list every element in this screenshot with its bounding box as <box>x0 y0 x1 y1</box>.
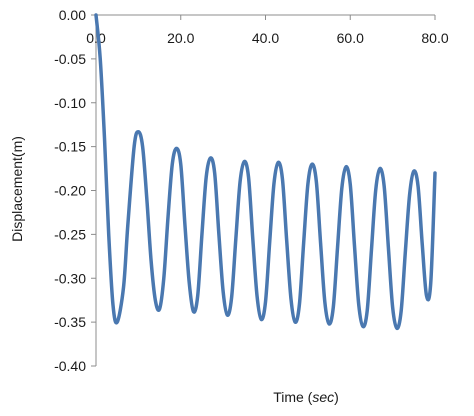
y-tick-label: -0.20 <box>54 183 86 199</box>
series-group <box>94 13 437 331</box>
x-tick-label: 20.0 <box>167 30 194 46</box>
y-tick-label: -0.15 <box>54 139 86 155</box>
x-ticks: 0.0 20.0 40.0 60.0 80.0 <box>86 15 449 46</box>
y-tick-label: -0.10 <box>54 95 86 111</box>
x-axis-title-unit: sec <box>312 389 334 405</box>
x-axis-title: Time (sec) <box>273 389 339 405</box>
x-tick-label: 0.0 <box>86 30 106 46</box>
x-tick-label: 60.0 <box>337 30 364 46</box>
y-tick-label: -0.35 <box>54 314 86 330</box>
x-axis: 0.0 20.0 40.0 60.0 80.0 <box>86 14 449 46</box>
y-tick-label: -0.05 <box>54 51 86 67</box>
series-line-displacement <box>94 13 437 331</box>
y-axis-title: Displacement(m) <box>9 136 25 242</box>
y-tick-label: 0.00 <box>59 7 86 23</box>
y-ticks: 0.00 -0.05 -0.10 -0.15 -0.20 -0.25 -0.30 -0.35 -… <box>54 7 96 374</box>
y-tick-label: -0.30 <box>54 270 86 286</box>
x-axis-title-name: Time <box>273 389 304 405</box>
x-tick-label: 40.0 <box>252 30 279 46</box>
y-tick-label: -0.40 <box>54 358 86 374</box>
y-axis: 0.00 -0.05 -0.10 -0.15 -0.20 -0.25 -0.30 -0.35 -… <box>54 7 97 374</box>
y-tick-label: -0.25 <box>54 226 86 242</box>
x-tick-label: 80.0 <box>421 30 448 46</box>
